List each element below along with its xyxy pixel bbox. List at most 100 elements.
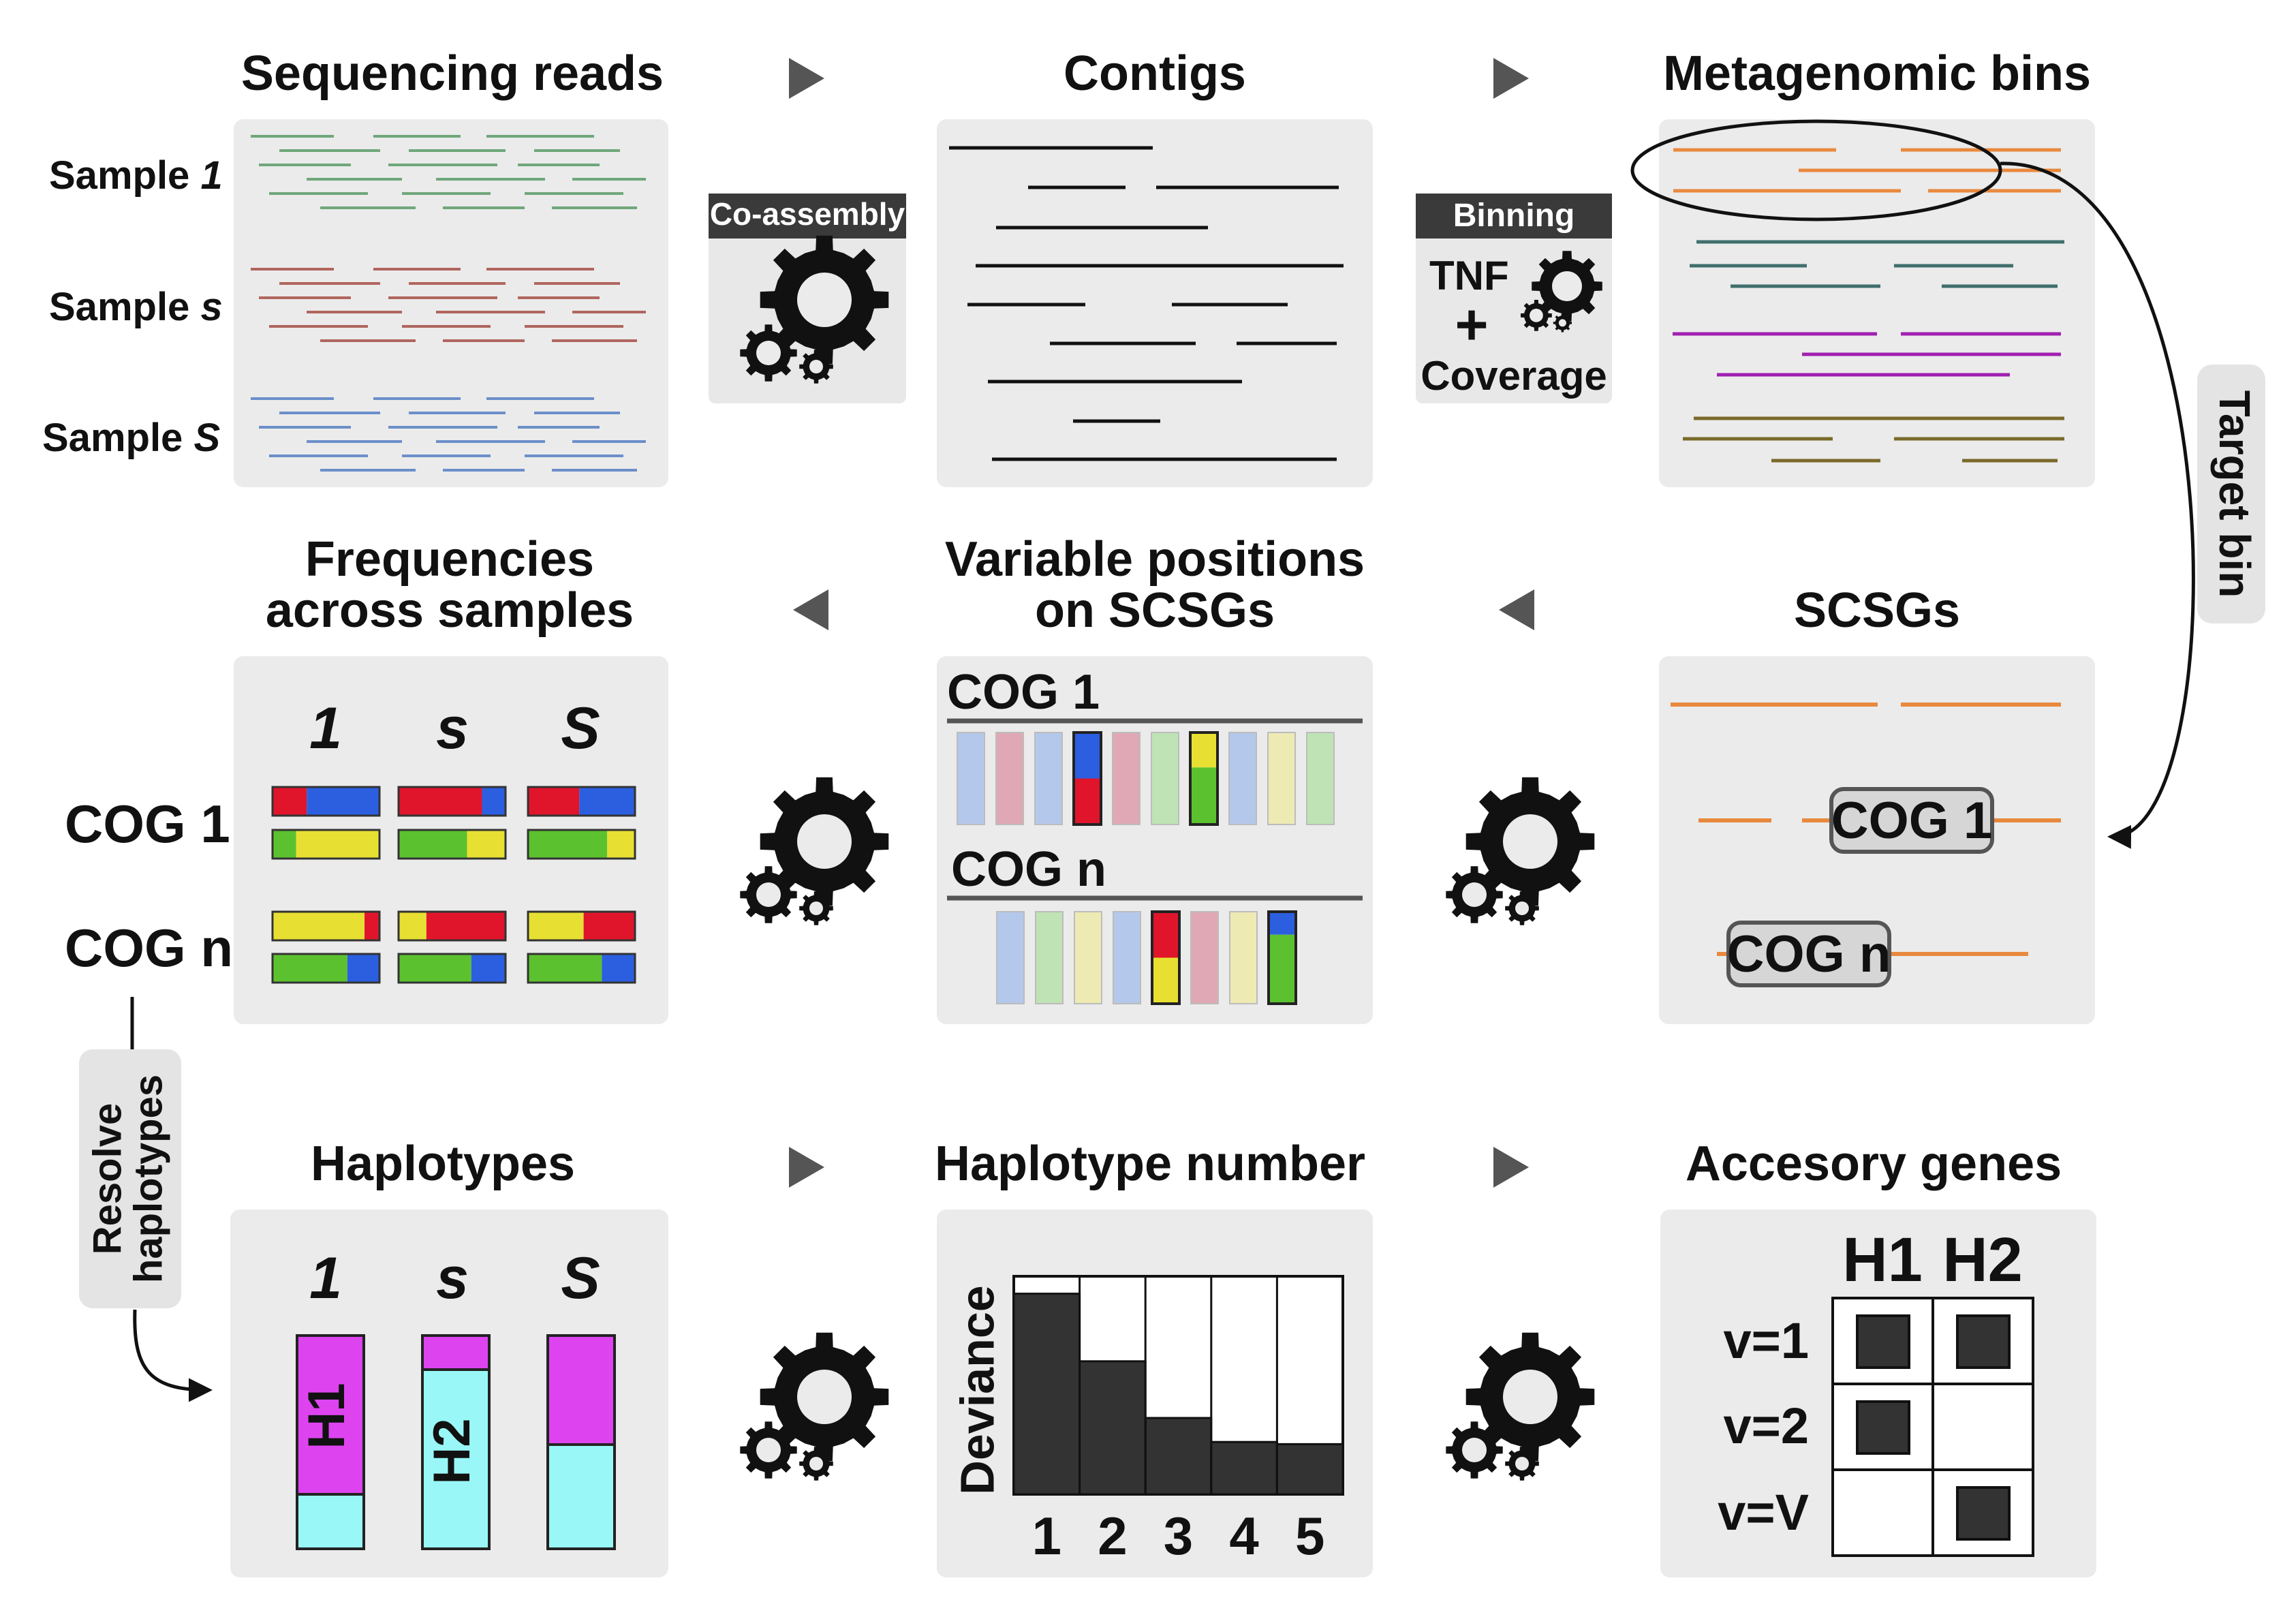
- accessory-presence: [1856, 1400, 1910, 1455]
- var-segment: [1190, 767, 1217, 824]
- freq-outline: [397, 786, 507, 817]
- gear-icon: [1446, 777, 1595, 925]
- deviance-bar: [1210, 1440, 1278, 1496]
- freq-segment: [426, 912, 506, 940]
- title-frequencies-line1: Frequencies: [305, 532, 594, 587]
- resolve-label-line2: haplotypes: [126, 1075, 170, 1283]
- gear-hole: [797, 814, 852, 869]
- var-position: [1228, 732, 1257, 825]
- freq-segment: [347, 954, 379, 983]
- var-position: [995, 732, 1024, 825]
- gear-hole: [1515, 1457, 1529, 1470]
- deviance-bar: [1079, 1360, 1147, 1496]
- freq-cogn-label: COG n: [65, 918, 233, 978]
- freq-outline: [397, 953, 507, 984]
- freq-segment: [296, 830, 379, 859]
- freq-segment: [273, 787, 307, 816]
- gear-icon: [1521, 251, 1602, 333]
- coverage-label: Coverage: [1421, 353, 1607, 399]
- accessory-presence: [1956, 1314, 2011, 1369]
- freq-outline: [527, 786, 636, 817]
- sequencing-reads-lines: [251, 135, 646, 472]
- gear-hole: [1462, 1438, 1487, 1462]
- freq-segment: [602, 954, 635, 983]
- title-frequencies-line2: across samples: [266, 583, 634, 638]
- coassembly-header: [709, 194, 906, 238]
- gear-hole: [809, 360, 823, 373]
- freq-outline: [271, 829, 381, 860]
- freq-segment: [273, 830, 296, 859]
- scsg-cogn-label: COG n: [1727, 925, 1891, 983]
- target-bin-label: Target bin: [2210, 390, 2259, 598]
- freq-segment: [579, 787, 635, 816]
- var-segment: [1152, 912, 1179, 958]
- contigs-lines: [949, 146, 1344, 461]
- var-segment: [1269, 912, 1296, 935]
- freq-outline: [527, 829, 636, 860]
- gear-icon: [740, 1332, 889, 1481]
- freq-segment: [528, 787, 580, 816]
- flow-arrow-right: [789, 58, 824, 99]
- hap-col-s-h2: [421, 1368, 491, 1550]
- binning-header: [1416, 194, 1612, 238]
- gear-hole: [1462, 882, 1487, 907]
- deviance-x-tick: 2: [1098, 1506, 1127, 1566]
- var-position: [1074, 911, 1102, 1004]
- title-sequencing-reads: Sequencing reads: [241, 46, 664, 101]
- flow-arrow-right: [789, 1147, 824, 1188]
- var-position: [1229, 911, 1258, 1004]
- hap-col-S-h1: [546, 1334, 616, 1446]
- gear-hole: [1530, 309, 1543, 322]
- flow-arrows: [789, 58, 1534, 1188]
- freq-outline: [527, 953, 636, 984]
- gear-hole: [797, 273, 852, 327]
- deviance-x-tick: 4: [1229, 1506, 1258, 1566]
- deviance-x-tick: 1: [1032, 1506, 1061, 1566]
- gear-hole: [1503, 814, 1557, 869]
- freq-outline: [397, 910, 507, 942]
- sample-S-label: Sample S: [42, 416, 220, 460]
- freq-outline: [271, 953, 381, 984]
- target-bin-ellipse: [1630, 119, 2002, 221]
- gear-hole: [756, 882, 781, 907]
- hap-sample-s: s: [436, 1246, 469, 1311]
- var-position: [1035, 911, 1064, 1004]
- freq-outline: [397, 829, 507, 860]
- var-segment: [1074, 733, 1101, 779]
- gear-icon: [740, 777, 889, 925]
- acc-row-vV: v=V: [1718, 1484, 1809, 1541]
- var-position: [1190, 911, 1219, 1004]
- freq-segment: [607, 830, 635, 859]
- title-contigs: Contigs: [1064, 46, 1246, 101]
- freq-segment: [399, 830, 467, 859]
- accessory-presence: [1856, 1314, 1910, 1369]
- title-haplotypes: Haplotypes: [311, 1137, 575, 1191]
- title-scsgs: SCSGs: [1794, 583, 1960, 638]
- var-position: [1112, 732, 1141, 825]
- gear-hole: [797, 1370, 852, 1424]
- gear-hole: [1515, 901, 1529, 915]
- freq-cog1-label: COG 1: [65, 794, 230, 854]
- var-outline: [1267, 910, 1297, 1005]
- resolve-box: [79, 1049, 181, 1308]
- var-position: [957, 732, 985, 825]
- resolve-label-line1: Resolve: [85, 1103, 129, 1254]
- hap-col-1-h1: [296, 1334, 365, 1496]
- coassembly-label: Co-assembly: [710, 196, 905, 232]
- deviance-ylabel: Deviance: [950, 1285, 1004, 1494]
- var-position: [1306, 732, 1335, 825]
- flow-arrow-right: [1493, 58, 1529, 99]
- scsg-cog1-box: [1829, 787, 1994, 854]
- var-position: [1151, 732, 1179, 825]
- freq-segment: [482, 787, 506, 816]
- resolve-arrow: [133, 1309, 213, 1402]
- gear-hole: [756, 1438, 781, 1462]
- hap-col-s-h1: [421, 1334, 491, 1371]
- var-position: [996, 911, 1025, 1004]
- gear-hole: [809, 901, 823, 915]
- title-variable-line2: on SCSGs: [1035, 583, 1275, 638]
- acc-col-h1: H1: [1842, 1225, 1923, 1295]
- freq-segment: [399, 954, 471, 983]
- deviance-bar: [1144, 1417, 1213, 1496]
